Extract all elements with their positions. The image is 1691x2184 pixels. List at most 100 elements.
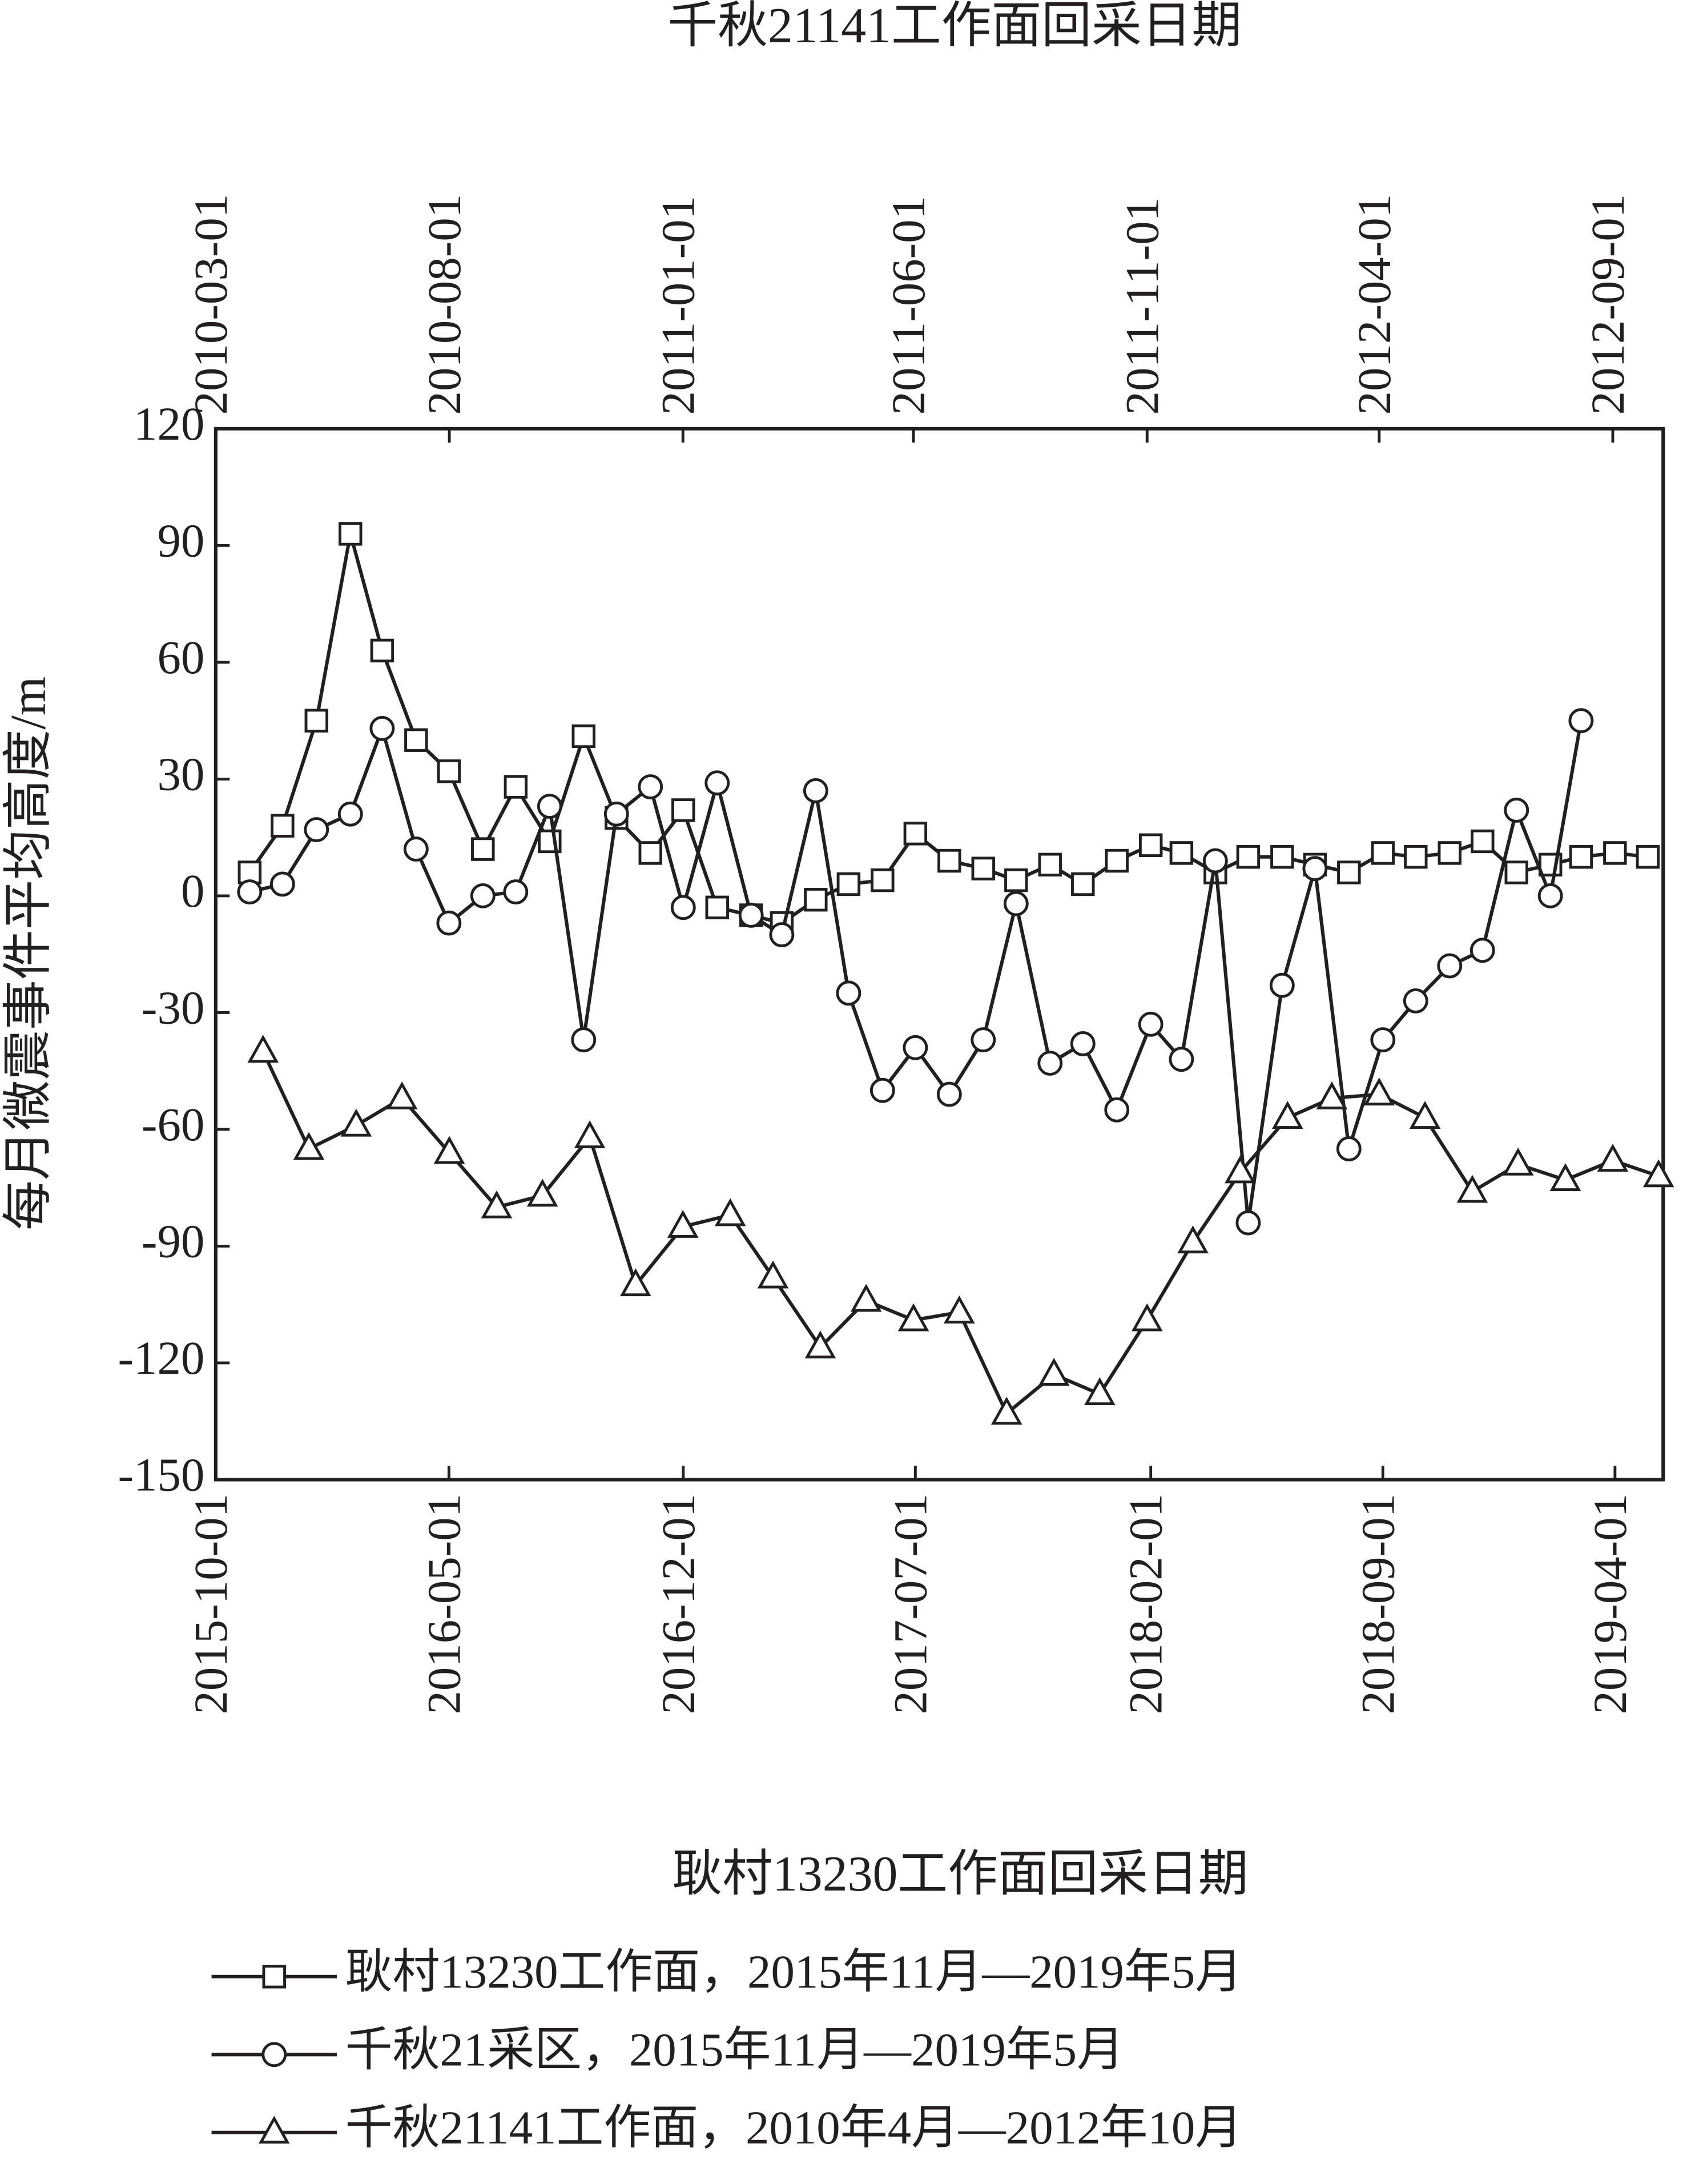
point xyxy=(671,798,695,822)
point xyxy=(903,822,928,846)
point xyxy=(903,1035,928,1060)
legend-label: 耿村13230工作面，2015年11月—2019年5月 xyxy=(345,1945,1243,1998)
series-line xyxy=(261,1051,1660,1417)
point xyxy=(1071,872,1095,896)
point xyxy=(1070,1031,1096,1056)
point xyxy=(1003,891,1029,916)
legend-marker xyxy=(258,2115,290,2144)
legend-label: 千秋21采区，2015年11月—2019年5月 xyxy=(345,2023,1124,2076)
legend-marker xyxy=(262,1965,286,1989)
point xyxy=(537,794,562,819)
point xyxy=(804,1330,836,1359)
point xyxy=(1138,833,1163,857)
x-tick-label: 2018-02-01 xyxy=(1120,1494,1172,1715)
point xyxy=(871,868,895,892)
point xyxy=(1597,1144,1629,1172)
point xyxy=(271,814,295,838)
y-axis-label: 每月微震事件平均高度/m xyxy=(1,677,56,1230)
point xyxy=(571,724,595,749)
point xyxy=(1104,1097,1130,1123)
point xyxy=(1642,1159,1674,1188)
point xyxy=(504,775,528,799)
point xyxy=(1403,988,1428,1013)
point xyxy=(1037,1051,1063,1076)
point xyxy=(1504,860,1528,884)
point xyxy=(1138,1011,1163,1037)
point xyxy=(971,856,995,880)
point xyxy=(1316,1081,1348,1109)
plot-frame xyxy=(214,427,1665,1482)
point xyxy=(386,1081,418,1109)
legend-label: 千秋21141工作面，2010年4月—2012年10月 xyxy=(345,2101,1243,2154)
point xyxy=(603,801,629,827)
point xyxy=(1569,845,1593,869)
x-axis-label: 耿村13230工作面回采日期 xyxy=(673,1846,1249,1901)
point xyxy=(574,1120,606,1149)
point xyxy=(1409,1101,1441,1129)
point xyxy=(667,1209,699,1238)
point xyxy=(757,1260,789,1289)
point xyxy=(1337,860,1361,884)
point xyxy=(437,759,461,783)
x2-tick-label: 2011-01-01 xyxy=(651,196,704,415)
point xyxy=(1225,1155,1256,1184)
point xyxy=(269,871,295,897)
point xyxy=(571,1027,597,1053)
point xyxy=(937,848,961,873)
point xyxy=(247,1035,279,1063)
point xyxy=(404,728,428,752)
y-tick-label: -90 xyxy=(142,1214,204,1267)
point xyxy=(1504,797,1529,823)
point xyxy=(340,1108,372,1137)
point xyxy=(714,1198,746,1226)
point xyxy=(738,903,764,928)
point xyxy=(1169,1047,1194,1072)
x2-tick-label: 2012-04-01 xyxy=(1348,194,1400,415)
point xyxy=(704,770,730,796)
point xyxy=(503,879,529,905)
y-tick-label: 120 xyxy=(134,397,204,450)
point xyxy=(1438,841,1461,865)
x-tick-label: 2017-07-01 xyxy=(884,1494,936,1715)
x-tick-label: 2015-10-01 xyxy=(184,1494,237,1715)
x2-tick-label: 2010-03-01 xyxy=(184,194,237,415)
point xyxy=(370,638,394,663)
point xyxy=(337,801,363,827)
point xyxy=(471,837,495,861)
y-tick-label: 90 xyxy=(157,514,204,566)
point xyxy=(836,872,861,896)
point xyxy=(1636,845,1660,869)
point xyxy=(403,836,429,862)
point xyxy=(803,778,828,803)
point xyxy=(944,1295,975,1324)
point xyxy=(1236,845,1261,869)
point xyxy=(1471,829,1495,854)
point xyxy=(526,1179,558,1207)
point xyxy=(1603,841,1627,865)
point xyxy=(991,1397,1022,1425)
point xyxy=(1269,972,1295,998)
x-tick-label: 2016-05-01 xyxy=(417,1494,470,1715)
point xyxy=(705,895,729,920)
point xyxy=(1302,856,1328,882)
point xyxy=(670,895,696,920)
point xyxy=(897,1303,929,1332)
point xyxy=(1456,1175,1488,1203)
point xyxy=(293,1132,325,1160)
x2-tick-label: 2011-06-01 xyxy=(882,196,935,415)
point xyxy=(1371,841,1395,865)
point xyxy=(869,1077,895,1103)
x-tick-label: 2019-04-01 xyxy=(1584,1494,1636,1715)
point xyxy=(1437,953,1463,979)
point xyxy=(620,1268,651,1297)
point xyxy=(1272,1101,1303,1129)
x2-tick-label: 2012-09-01 xyxy=(1581,194,1634,415)
y-tick-label: -150 xyxy=(118,1448,204,1501)
point xyxy=(1131,1303,1163,1332)
point xyxy=(1363,1077,1395,1106)
point xyxy=(804,887,828,912)
point xyxy=(1270,845,1294,869)
point xyxy=(1469,938,1495,963)
